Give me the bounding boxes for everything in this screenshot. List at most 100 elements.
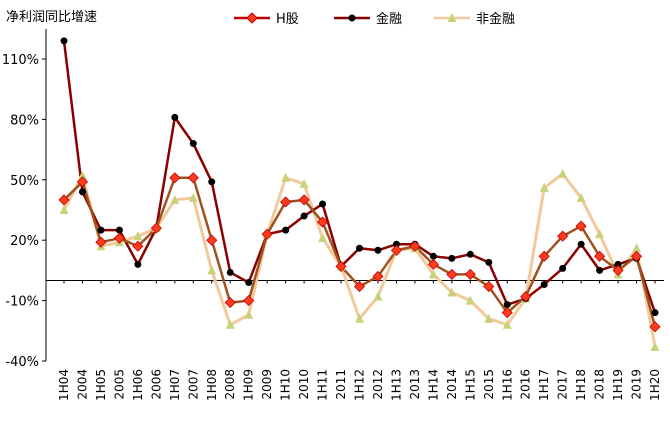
data-point-h-shares (612, 264, 624, 276)
x-tick-label: 2005 (112, 369, 126, 400)
data-point-non-finance (225, 319, 235, 329)
data-point-non-finance (355, 313, 364, 323)
x-tick-label: 1H07 (168, 369, 182, 401)
data-point-h-shares (372, 270, 384, 283)
data-point-finance (596, 266, 604, 274)
data-point-finance (559, 264, 567, 272)
data-point-non-finance (484, 313, 494, 323)
data-point-non-finance (59, 205, 69, 214)
data-point-h-shares (483, 280, 495, 293)
x-tick-label: 2010 (297, 369, 311, 400)
data-point-non-finance (595, 229, 605, 239)
x-tick-label: 2009 (260, 369, 274, 400)
data-point-finance (485, 258, 493, 266)
data-point-h-shares (335, 260, 347, 272)
data-point-finance (448, 254, 456, 262)
data-point-finance (374, 246, 382, 254)
y-tick-label: -10% (5, 295, 39, 310)
data-point-finance (356, 244, 363, 252)
x-tick-label: 1H18 (574, 369, 588, 401)
data-point-h-shares (132, 240, 144, 252)
data-point-h-shares (390, 244, 403, 256)
x-tick-label: 1H06 (131, 369, 145, 401)
x-tick-label: 1H16 (500, 369, 514, 401)
data-point-h-shares (316, 216, 329, 228)
data-point-non-finance (428, 269, 438, 279)
data-point-finance (226, 268, 234, 276)
data-point-non-finance (77, 170, 87, 180)
data-point-finance (429, 252, 437, 260)
data-point-non-finance (318, 233, 328, 243)
data-point-non-finance (373, 291, 383, 301)
data-point-non-finance (133, 231, 143, 241)
y-tick-label: 110% (2, 53, 39, 68)
data-point-non-finance (502, 319, 512, 329)
data-point-finance (208, 178, 216, 186)
x-tick-label: 2019 (630, 369, 644, 400)
data-point-h-shares (557, 230, 569, 242)
y-tick-label: -40% (5, 355, 39, 370)
x-tick-label: 2018 (593, 369, 607, 400)
data-point-finance (540, 280, 548, 288)
data-point-h-shares (464, 268, 476, 280)
data-point-finance (319, 200, 327, 208)
legend: H股 金融 非金融 (232, 8, 542, 27)
data-point-finance (577, 240, 585, 248)
data-point-h-shares (501, 307, 513, 319)
data-point-finance (392, 240, 400, 248)
y-tick-label: 80% (10, 113, 39, 128)
x-tick-label: 1H13 (389, 369, 403, 401)
data-point-finance (115, 226, 123, 234)
x-tick-label: 2017 (556, 369, 570, 400)
data-point-non-finance (244, 309, 254, 319)
data-point-non-finance (447, 287, 457, 297)
data-point-h-shares (446, 268, 458, 280)
data-point-non-finance (170, 194, 180, 204)
x-tick-label: 2007 (186, 369, 200, 400)
data-point-h-shares (206, 234, 218, 246)
x-tick-label: 2008 (223, 369, 237, 400)
data-point-non-finance (299, 178, 309, 188)
legend-swatch-finance (334, 14, 370, 21)
data-point-h-shares (538, 250, 550, 262)
x-tick-label: 2006 (149, 369, 163, 400)
data-point-h-shares (169, 172, 181, 184)
data-point-non-finance (558, 168, 568, 178)
data-point-h-shares (113, 232, 125, 244)
data-point-h-shares (353, 280, 366, 293)
data-point-h-shares (520, 291, 532, 303)
data-point-h-shares (187, 172, 199, 184)
data-point-non-finance (207, 265, 217, 275)
legend-label-h-shares: H股 (276, 12, 299, 27)
data-point-h-shares (150, 222, 162, 234)
data-point-h-shares (76, 176, 89, 188)
x-tick-label: 1H05 (94, 369, 108, 401)
x-tick-label: 2012 (371, 369, 385, 400)
x-tick-label: 1H04 (57, 369, 71, 401)
y-axis-title: 净利润同比增速 (6, 10, 98, 25)
data-point-finance (503, 301, 511, 309)
data-point-h-shares (280, 196, 292, 208)
data-point-h-shares (224, 297, 236, 309)
data-point-h-shares (243, 295, 255, 307)
data-point-h-shares (58, 194, 70, 206)
x-tick-label: 2015 (482, 369, 496, 400)
x-tick-label: 1H17 (537, 369, 551, 401)
x-tick-label: 1H19 (611, 369, 625, 401)
x-tick-label: 1H11 (316, 369, 330, 401)
series-line-0 (63, 176, 657, 328)
x-tick-label: 1H10 (279, 369, 293, 401)
data-point-finance (466, 250, 474, 258)
data-point-finance (97, 226, 105, 234)
data-point-h-shares (575, 220, 587, 232)
data-point-h-shares (427, 258, 439, 270)
data-point-finance (614, 260, 622, 268)
legend-label-non-finance: 非金融 (476, 12, 516, 27)
data-point-non-finance (576, 192, 586, 202)
x-tick-label: 1H14 (426, 369, 440, 401)
data-point-non-finance (188, 192, 198, 202)
data-point-finance (171, 113, 179, 121)
legend-swatch-h-shares (234, 11, 270, 24)
data-point-finance (78, 188, 86, 196)
